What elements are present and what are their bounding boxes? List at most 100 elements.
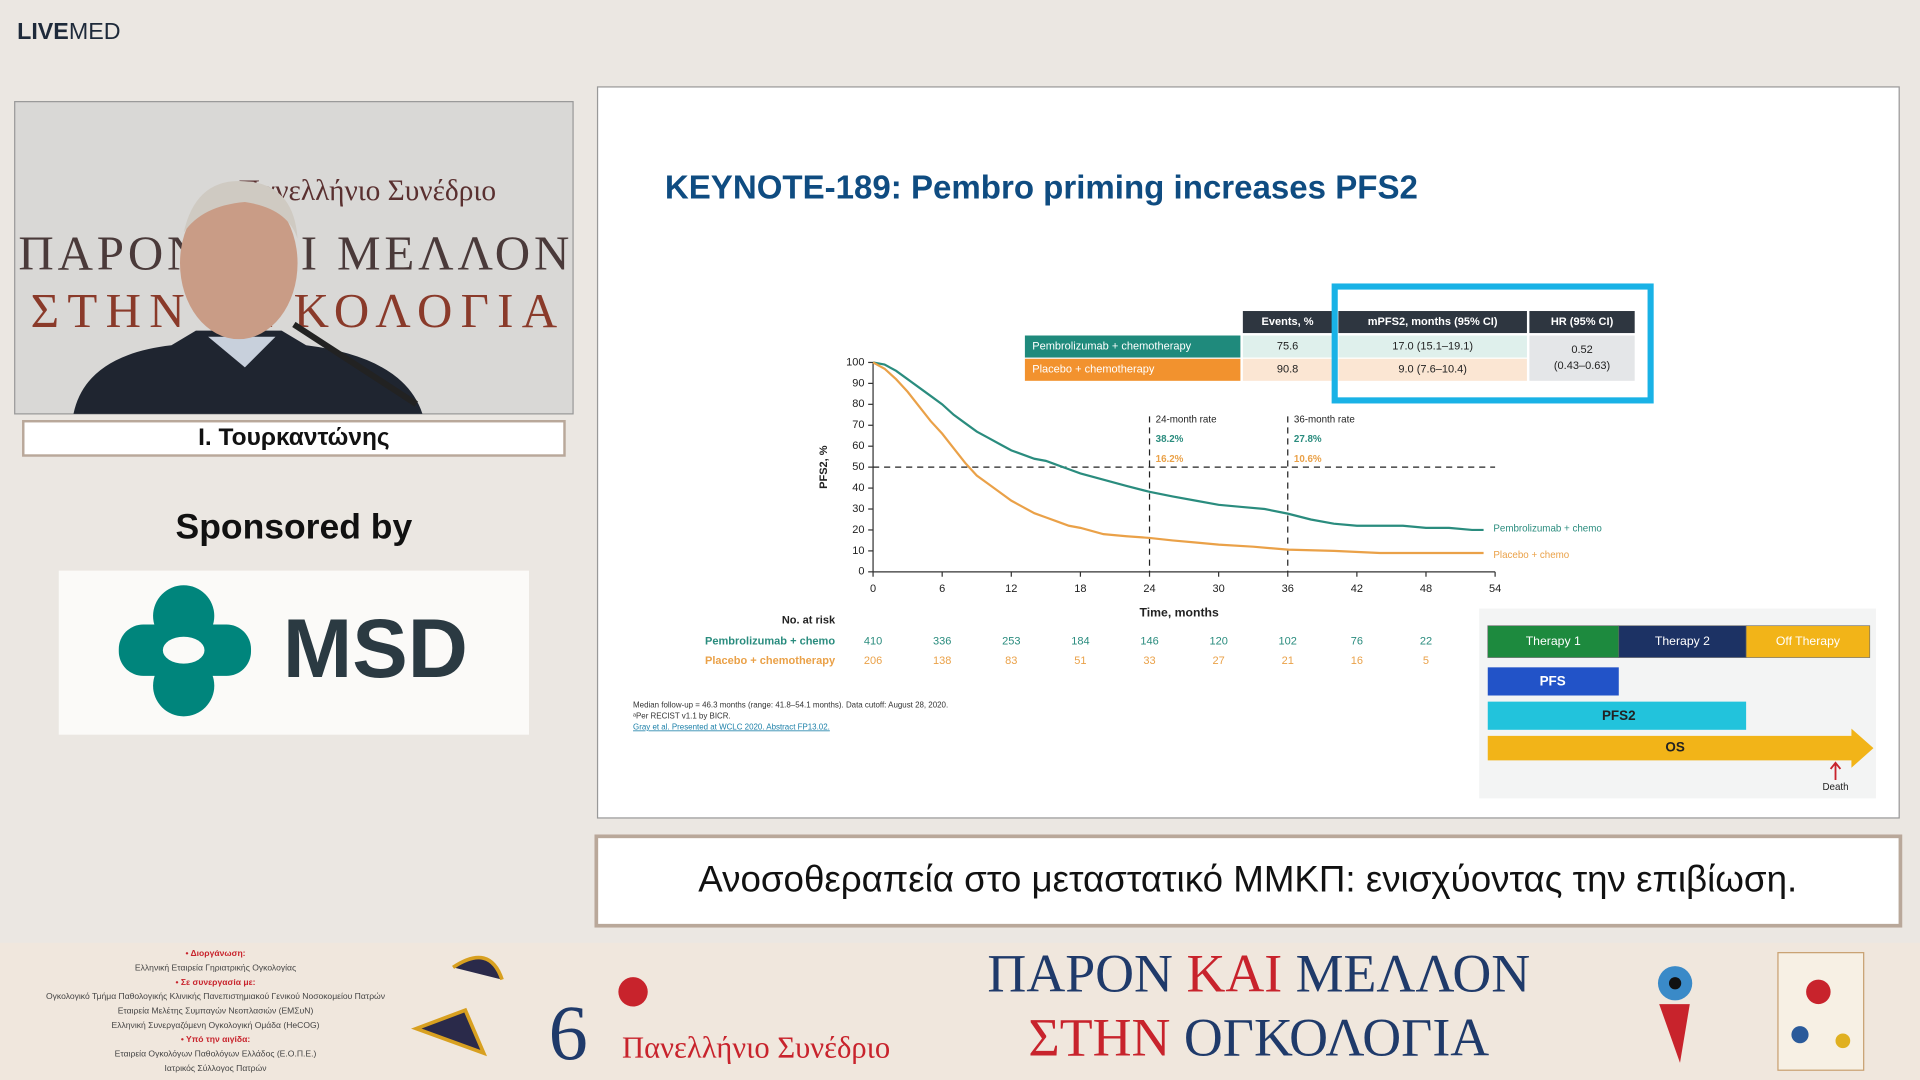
bar-label: OS: [1665, 740, 1684, 755]
bar-label: PFS2: [1602, 708, 1636, 723]
y-tick-label: 90: [852, 377, 864, 389]
credit-line: Εταιρεία Ογκολόγων Παθολόγων Ελλάδος (Ε.…: [115, 1048, 317, 1058]
phase-label: Therapy 2: [1655, 634, 1710, 648]
congress-name: Πανελλήνιο Συνέδριο: [622, 1031, 890, 1065]
header-cell: [1338, 311, 1527, 334]
phase-label: Therapy 1: [1526, 634, 1581, 648]
x-tick-label: 54: [1489, 583, 1501, 595]
credit-line: • Διοργάνωση:: [185, 948, 245, 958]
at-risk-value: 120: [1209, 636, 1227, 648]
pfs-bar: [1487, 667, 1619, 696]
x-tick-label: 30: [1213, 583, 1225, 595]
hr-text: (0.43–0.63): [1554, 360, 1610, 372]
hr-text: 0.52: [1571, 344, 1592, 356]
y-tick-label: 20: [852, 524, 864, 536]
rate-label: 24-month rate: [1156, 415, 1217, 426]
at-risk-value: 76: [1351, 636, 1363, 648]
congress-line1: ΠΑΡΟΝ ΚΑΙ ΜΕΛΛΟΝ: [987, 944, 1530, 1004]
cell: [1242, 335, 1333, 358]
pfs2-bar: [1487, 701, 1747, 730]
series-label: Placebo + chemo: [1493, 550, 1569, 561]
y-tick-label: 50: [852, 461, 864, 473]
phase-label: Off Therapy: [1776, 634, 1841, 648]
survival-curve: [872, 361, 1484, 555]
event-label: Death: [1822, 782, 1848, 793]
logo-bold: LIVE: [17, 18, 69, 44]
word: ΣΤΗΝ: [1028, 1008, 1170, 1068]
cell: [1242, 358, 1333, 381]
credit-line: Ογκολογικό Τμήμα Παθολογικής Κλινικής Πα…: [46, 991, 385, 1001]
word: ΚΑΙ: [1186, 944, 1282, 1004]
msd-mark-center: [162, 636, 205, 664]
footer: [0, 942, 1920, 1080]
sponsor-label: Sponsored by: [176, 506, 413, 546]
credit-line: • Σε συνεργασία με:: [176, 977, 256, 987]
bar-label: PFS: [1540, 674, 1566, 689]
microphone: [292, 321, 418, 407]
y-axis-label: PFS2, %: [818, 445, 830, 489]
at-risk-value: 27: [1213, 655, 1225, 667]
cell: [1338, 335, 1527, 358]
footnote: ᵃPer RECIST v1.1 by BICR.: [633, 711, 731, 720]
phase-box: [1618, 625, 1747, 658]
hr-cell: [1529, 335, 1635, 381]
credit-line: Ελληνική Συνεργαζόμενη Ογκολογική Ομάδα …: [112, 1020, 320, 1030]
header-text: HR (95% CI): [1551, 316, 1614, 328]
credit-line: Εταιρεία Μελέτης Συμπαγών Νεοπλασιών (ΕΜ…: [118, 1005, 314, 1015]
at-risk-name: Placebo + chemotherapy: [705, 655, 836, 667]
x-tick-label: 24: [1143, 583, 1155, 595]
rate-value: 27.8%: [1294, 434, 1322, 445]
at-risk-value: 253: [1002, 636, 1020, 648]
x-tick-label: 12: [1005, 583, 1017, 595]
y-tick-label: 70: [852, 419, 864, 431]
cell-text: 75.6: [1277, 340, 1298, 352]
congress-line2: ΣΤΗΝ ΟΓΚΟΛΟΓΙΑ: [1028, 1008, 1489, 1068]
rate-value: 10.6%: [1294, 454, 1322, 465]
rate-value: 38.2%: [1156, 434, 1184, 445]
at-risk-label: No. at risk: [782, 615, 836, 627]
phase-box: [1745, 625, 1871, 658]
slide-title: KEYNOTE-189: Pembro priming increases PF…: [665, 170, 1418, 207]
rate-value: 16.2%: [1156, 454, 1184, 465]
x-tick-label: 6: [939, 583, 945, 595]
caption-box: [594, 834, 1903, 928]
word: ΠΑΡΟΝ: [987, 944, 1173, 1004]
at-risk-value: 16: [1351, 655, 1363, 667]
series-label: Pembrolizumab + chemo: [1493, 523, 1602, 534]
y-tick-label: 80: [852, 398, 864, 410]
at-risk-name: Pembrolizumab + chemo: [705, 636, 835, 648]
word: ΜΕΛΛΟΝ: [1296, 944, 1530, 1004]
x-tick-label: 42: [1351, 583, 1363, 595]
video: Πανελλήνιο Συνέδριο ΠΑΡΟΝ ΚΑΙ ΜΕΛΛΟΝ ΣΤΗ…: [14, 101, 574, 415]
os-arrow: [1487, 728, 1874, 768]
speaker-shirt: [208, 336, 276, 368]
x-tick-label: 18: [1074, 583, 1086, 595]
cell: [1338, 358, 1527, 381]
speaker-head: [180, 187, 298, 340]
footer-ornament: [411, 955, 504, 1057]
at-risk-value: 184: [1071, 636, 1089, 648]
row-label-cell: [1024, 358, 1241, 381]
results-table: Events, % mPFS2, months (95% CI) HR (95% C…: [1024, 311, 1635, 381]
x-tick-label: 48: [1420, 583, 1432, 595]
cell-text: 90.8: [1277, 364, 1298, 376]
y-tick-label: 10: [852, 545, 864, 557]
backdrop-text: ΣΤΗΝ ΟΓΚΟΛΟΓΙΑ: [31, 283, 558, 338]
y-tick-label: 0: [858, 566, 864, 578]
at-risk-value: 138: [933, 655, 951, 667]
cell-text: 9.0 (7.6–10.4): [1398, 364, 1467, 376]
at-risk-value: 83: [1005, 655, 1017, 667]
y-tick-label: 100: [846, 356, 864, 368]
row-label-cell: [1024, 335, 1241, 358]
at-risk-value: 206: [864, 655, 882, 667]
credit-line: Ιατρικός Σύλλογος Πατρών: [165, 1063, 267, 1073]
at-risk-value: 146: [1140, 636, 1158, 648]
header-cell: [1529, 311, 1635, 334]
caption: Ανοσοθεραπεία στο μεταστατικό ΜΜΚΠ: ενισ…: [698, 858, 1797, 899]
name-bar: [22, 420, 566, 457]
at-risk-value: 410: [864, 636, 882, 648]
at-risk-value: 336: [933, 636, 951, 648]
x-axis-label: Time, months: [1140, 606, 1220, 620]
at-risk-value: 102: [1279, 636, 1297, 648]
word: ΟΓΚΟΛΟΓΙΑ: [1184, 1008, 1489, 1068]
